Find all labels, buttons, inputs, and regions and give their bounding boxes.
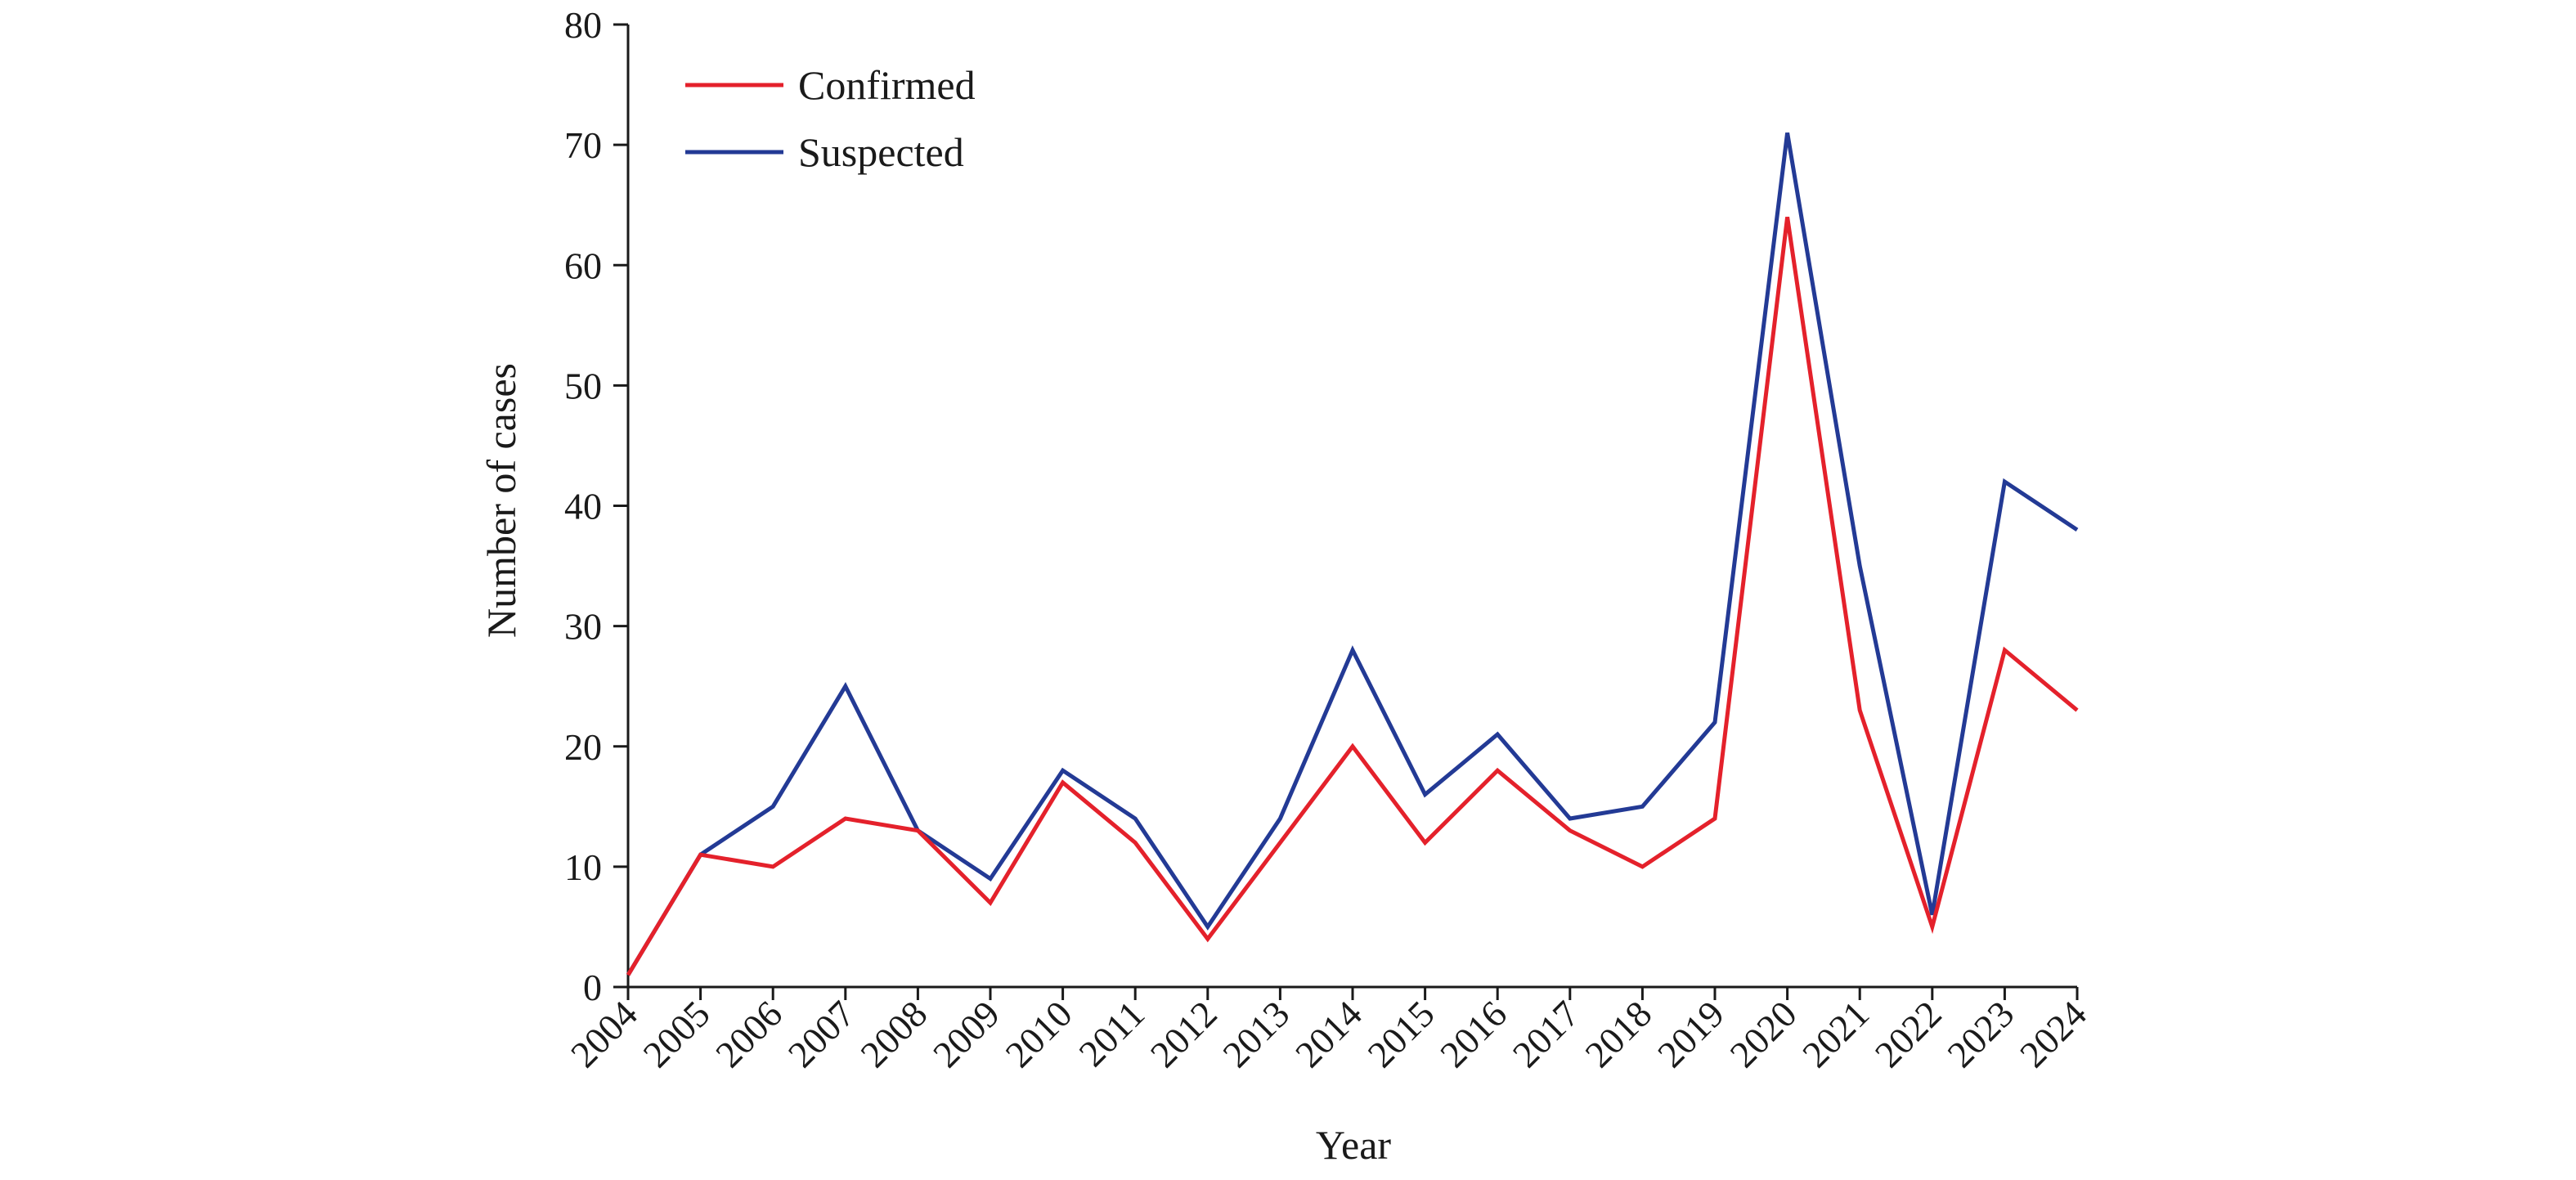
x-tick-label: 2011 <box>1070 993 1152 1075</box>
legend-label-suspected: Suspected <box>798 129 964 175</box>
y-tick-label: 50 <box>564 365 602 406</box>
legend: Confirmed Suspected <box>685 62 976 175</box>
series-line-confirmed <box>628 217 2077 975</box>
series-line-suspected <box>628 132 2077 975</box>
y-tick-label: 30 <box>564 606 602 648</box>
x-tick-label: 2020 <box>1722 993 1805 1075</box>
y-axis: 0 10 20 30 40 50 60 70 80 <box>564 4 628 1008</box>
x-tick-label: 2015 <box>1360 993 1443 1075</box>
x-tick-label: 2004 <box>563 993 645 1075</box>
legend-label-confirmed: Confirmed <box>798 62 976 108</box>
y-tick-label: 40 <box>564 486 602 527</box>
x-tick-label: 2018 <box>1577 993 1659 1075</box>
x-tick-label: 2023 <box>1939 993 2022 1075</box>
y-tick-label: 70 <box>564 124 602 166</box>
x-tick-label: 2014 <box>1287 993 1370 1075</box>
y-tick-label: 0 <box>583 967 602 1008</box>
y-tick-label: 80 <box>564 4 602 46</box>
y-tick-label: 20 <box>564 726 602 768</box>
x-tick-label: 2022 <box>1867 993 1950 1075</box>
y-tick-label: 60 <box>564 245 602 286</box>
x-tick-label: 2016 <box>1432 993 1515 1075</box>
y-axis-title: Number of cases <box>478 363 524 638</box>
x-tick-label: 2007 <box>780 993 863 1075</box>
x-tick-label: 2024 <box>2012 993 2094 1075</box>
series-lines <box>628 132 2077 975</box>
x-tick-label: 2006 <box>707 993 790 1075</box>
x-tick-label: 2012 <box>1142 993 1225 1075</box>
x-tick-label: 2017 <box>1505 993 1587 1075</box>
x-axis: 2004200520062007200820092010201120122013… <box>563 987 2094 1075</box>
y-tick-label: 10 <box>564 846 602 888</box>
x-tick-label: 2009 <box>925 993 1008 1075</box>
x-tick-label: 2019 <box>1649 993 1732 1075</box>
x-tick-label: 2013 <box>1214 993 1297 1075</box>
x-tick-label: 2005 <box>635 993 718 1075</box>
x-tick-label: 2021 <box>1794 993 1877 1075</box>
x-tick-label: 2008 <box>852 993 935 1075</box>
x-tick-label: 2010 <box>998 993 1080 1075</box>
x-axis-title: Year <box>1316 1122 1391 1168</box>
